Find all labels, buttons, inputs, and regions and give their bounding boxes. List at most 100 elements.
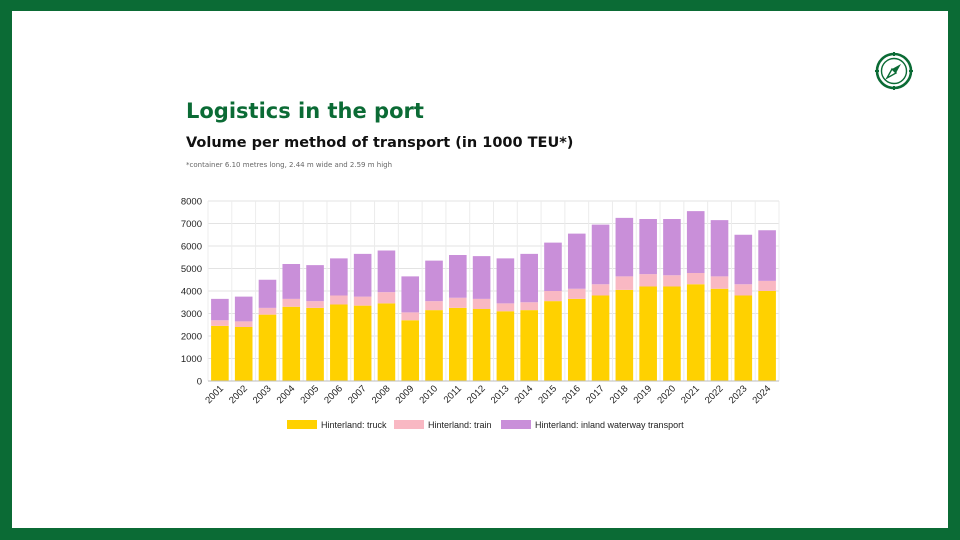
x-tick-label: 2024	[750, 383, 773, 406]
x-tick-label: 2002	[227, 383, 250, 406]
bar-segment	[449, 307, 467, 381]
bar-segment	[258, 279, 277, 308]
bar-segment	[282, 298, 301, 307]
x-tick-label: 2010	[417, 383, 440, 406]
x-tick-label: 2016	[560, 383, 583, 406]
x-tick-label: 2004	[275, 383, 298, 406]
bar-segment	[282, 306, 301, 381]
bar-segment	[472, 309, 491, 381]
x-tick-label: 2020	[655, 383, 678, 406]
bar-segment	[615, 289, 634, 381]
bar-segment	[472, 298, 491, 309]
bar-segment	[567, 288, 586, 299]
bar-segment	[639, 274, 657, 287]
bar-segment	[306, 301, 324, 308]
bar-segment	[639, 286, 657, 381]
x-tick-label: 2023	[727, 383, 750, 406]
legend-swatch	[394, 420, 424, 429]
bar-segment	[496, 311, 515, 381]
bar-segment	[353, 253, 372, 297]
bar-segment	[377, 303, 396, 381]
bar-segment	[306, 307, 324, 381]
bar-segment	[591, 284, 610, 296]
x-tick-label: 2001	[203, 383, 226, 406]
bar-segment	[401, 312, 420, 321]
bar-segment	[567, 233, 586, 289]
x-tick-label: 2019	[632, 383, 655, 406]
bar-segment	[472, 256, 491, 299]
bar-segment	[758, 280, 776, 291]
y-tick-label: 6000	[181, 242, 202, 253]
x-tick-label: 2009	[394, 383, 417, 406]
bar-segment	[663, 219, 681, 276]
bar-segment	[734, 295, 753, 381]
bar-segment	[282, 264, 301, 299]
bar-segment	[330, 304, 348, 381]
bar-segment	[520, 302, 538, 311]
bar-segment	[520, 310, 538, 381]
y-tick-label: 7000	[181, 219, 202, 230]
bar-segment	[425, 260, 443, 302]
y-tick-label: 0	[197, 377, 202, 388]
x-tick-label: 2014	[513, 383, 536, 406]
x-tick-label: 2012	[465, 383, 488, 406]
bar-segment	[496, 258, 515, 304]
bar-segment	[663, 286, 681, 381]
y-tick-label: 2000	[181, 332, 202, 343]
legend-label: Hinterland: inland waterway transport	[535, 420, 684, 430]
bar-segment	[639, 219, 657, 275]
bar-segment	[686, 284, 705, 381]
x-tick-label: 2011	[442, 383, 464, 405]
bar-segment	[306, 265, 324, 302]
bar-segment	[686, 211, 705, 273]
bar-segment	[615, 276, 634, 290]
bar-segment	[211, 298, 229, 321]
bar-segment	[734, 234, 753, 285]
bar-segment	[234, 321, 253, 327]
y-tick-label: 4000	[181, 287, 202, 298]
bar-segment	[758, 291, 776, 381]
bar-segment	[710, 276, 729, 289]
y-tick-label: 3000	[181, 309, 202, 320]
bar-segment	[234, 296, 253, 322]
bar-segment	[211, 325, 229, 381]
y-tick-label: 5000	[181, 264, 202, 275]
bar-segment	[758, 230, 776, 281]
bar-segment	[449, 297, 467, 308]
legend-label: Hinterland: truck	[321, 420, 387, 430]
bar-segment	[710, 288, 729, 381]
bar-segment	[234, 327, 253, 381]
bar-segment	[449, 255, 467, 298]
bar-segment	[401, 276, 420, 313]
bar-segment	[330, 295, 348, 305]
bar-segment	[544, 291, 562, 302]
x-tick-label: 2003	[251, 383, 274, 406]
bar-segment	[258, 307, 277, 315]
bar-segment	[377, 250, 396, 293]
legend-swatch	[501, 420, 531, 429]
bar-segment	[710, 220, 729, 277]
bar-segment	[401, 320, 420, 381]
bar-segment	[544, 242, 562, 291]
bar-segment	[591, 295, 610, 381]
bar-segment	[520, 253, 538, 303]
compass-icon	[875, 52, 913, 90]
x-tick-label: 2008	[370, 383, 393, 406]
bar-segment	[425, 301, 443, 311]
x-tick-label: 2021	[679, 383, 702, 406]
bar-segment	[353, 296, 372, 306]
legend-label: Hinterland: train	[428, 420, 492, 430]
bar-segment	[211, 320, 229, 326]
bar-segment	[496, 303, 515, 312]
y-tick-label: 1000	[181, 354, 202, 365]
bar-segment	[544, 301, 562, 381]
page-title: Logistics in the port	[186, 99, 424, 123]
chart-subtitle: Volume per method of transport (in 1000 …	[186, 135, 574, 151]
bar-segment	[663, 275, 681, 287]
bar-segment	[615, 217, 634, 277]
bar-segment	[330, 258, 348, 296]
bar-segment	[591, 224, 610, 285]
x-tick-label: 2006	[322, 383, 345, 406]
bar-segment	[353, 305, 372, 381]
